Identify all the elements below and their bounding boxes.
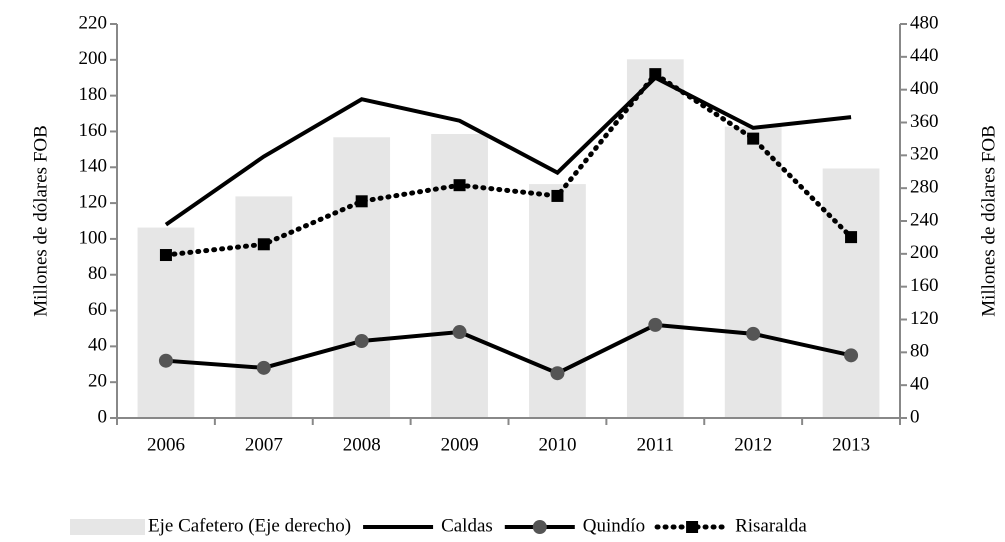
marker	[159, 249, 172, 262]
bar	[431, 133, 488, 418]
legend-marker	[686, 521, 699, 533]
bar	[724, 126, 782, 419]
legend-label: Risaralda	[735, 515, 807, 536]
y2-tick-label: 360	[910, 111, 939, 132]
legend-swatch	[70, 519, 145, 535]
y2-tick-label: 80	[910, 341, 929, 362]
x-tick-label: 2007	[245, 434, 283, 455]
y2-tick-label: 0	[910, 406, 920, 427]
y-tick-label: 40	[88, 335, 107, 356]
marker	[551, 189, 564, 202]
marker	[354, 333, 369, 348]
y2-tick-label: 400	[910, 78, 939, 99]
bar	[529, 184, 586, 418]
x-tick-label: 2011	[637, 434, 674, 455]
y2-tick-label: 240	[910, 209, 939, 230]
y-tick-label: 160	[79, 120, 108, 141]
y-tick-label: 60	[88, 299, 107, 320]
y-tick-label: 220	[79, 12, 108, 33]
y2-axis-label: Millones de dólares FOB	[978, 125, 999, 317]
marker	[747, 132, 760, 145]
y2-tick-label: 40	[910, 374, 929, 395]
y-tick-label: 200	[79, 48, 108, 69]
x-tick-label: 2013	[832, 434, 870, 455]
marker	[452, 325, 467, 340]
marker	[355, 195, 368, 208]
y-tick-label: 0	[98, 406, 108, 427]
y-tick-label: 80	[88, 263, 107, 284]
y2-tick-label: 480	[910, 12, 939, 33]
marker	[649, 68, 662, 81]
y-tick-label: 120	[79, 191, 108, 212]
marker	[453, 179, 466, 192]
bar	[333, 137, 391, 418]
marker	[746, 326, 761, 341]
legend-label: Quindío	[583, 515, 645, 536]
y-tick-label: 140	[79, 156, 108, 177]
x-tick-label: 2009	[441, 434, 479, 455]
marker	[845, 231, 858, 244]
x-tick-label: 2010	[538, 434, 576, 455]
legend: Eje Cafetero (Eje derecho) Caldas Quindío R…	[70, 515, 807, 536]
y2-tick-label: 120	[910, 308, 939, 329]
y2-tick-label: 200	[910, 242, 939, 263]
line	[164, 75, 852, 227]
marker	[648, 317, 663, 332]
y-axis-label: Millones de dólares FOB	[30, 125, 51, 317]
legend-label: Eje Cafetero (Eje derecho)	[148, 515, 351, 536]
y2-tick-label: 320	[910, 144, 939, 165]
x-tick-label: 2008	[343, 434, 381, 455]
x-tick-label: 2006	[147, 434, 185, 455]
marker	[256, 360, 271, 375]
x-tick-label: 2012	[734, 434, 772, 455]
y-tick-label: 100	[79, 227, 108, 248]
line	[163, 70, 854, 258]
marker	[158, 353, 173, 368]
marker	[257, 238, 270, 251]
line	[165, 322, 852, 376]
y2-tick-label: 440	[910, 45, 939, 66]
bar	[822, 168, 880, 418]
y2-tick-label: 280	[910, 177, 939, 198]
bar	[235, 196, 293, 418]
y-tick-label: 20	[88, 371, 107, 392]
legend-marker	[532, 520, 547, 534]
y2-tick-label: 160	[910, 275, 939, 296]
y-tick-label: 180	[79, 84, 108, 105]
marker	[844, 348, 859, 363]
bar	[626, 59, 684, 418]
marker	[550, 366, 565, 381]
legend-label: Caldas	[441, 515, 493, 536]
